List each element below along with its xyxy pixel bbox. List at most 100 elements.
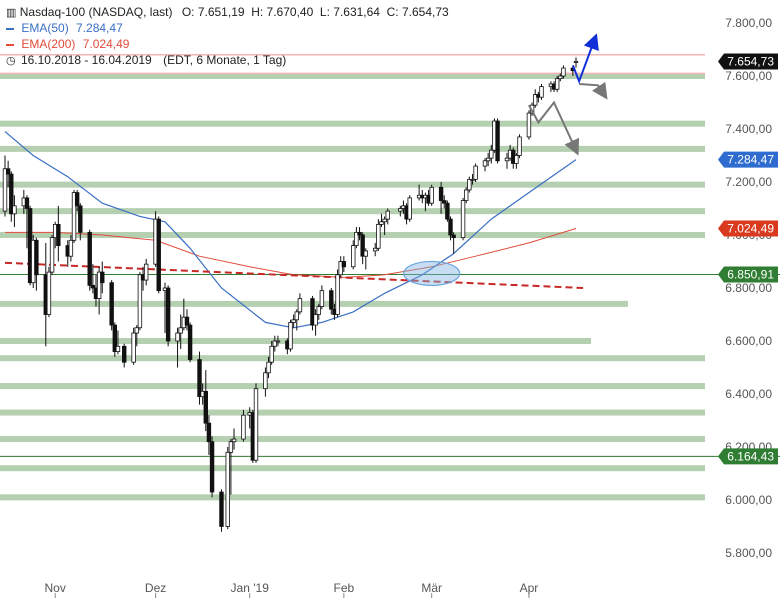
candle-22 [96,266,102,315]
price-badge-3: 6.850,91 [718,266,778,283]
candle-28 [131,327,136,365]
candle-20 [90,264,96,294]
candle-body [561,67,566,77]
candle-108 [504,152,510,169]
candle-79 [373,242,378,257]
candle-62 [291,314,296,328]
candle-body [269,345,274,363]
candle-body [78,205,83,233]
candle-47 [219,489,224,532]
candle-65 [310,295,315,331]
candle-body [134,327,139,334]
candle-101 [470,174,475,185]
price-badge-bg [718,220,778,237]
candle-body [115,345,121,352]
candle-body [338,261,343,276]
candle-103 [482,158,488,172]
candle-body [310,298,315,326]
candle-36 [165,285,171,347]
price-badge-bg [718,266,778,283]
chart-type-icon[interactable]: ▥ [6,7,17,19]
candle-body [275,340,281,343]
candle-72 [338,256,343,278]
candle-body [504,157,510,162]
candle-75 [354,227,359,249]
ema200-swatch [6,43,14,46]
candle-body [467,178,472,191]
candle-body [354,231,359,247]
candle-body [131,332,136,363]
candle-81 [379,213,384,228]
crossover-ellipse [403,260,461,287]
y-tick-label-8: 7.400,00 [725,122,772,136]
candle-49 [228,439,234,495]
candle-67 [316,303,321,320]
candle-80 [376,219,381,251]
candle-1 [5,160,11,188]
price-badge-bg [718,53,778,70]
gray-arrow-long [528,100,580,156]
price-badge-label: 7.654,73 [727,54,774,68]
chart-title: Nasdaq-100 (NASDAQ, last) [19,5,173,19]
candle-99 [463,187,469,204]
price-badge-label: 6.850,91 [727,268,774,282]
ema50-swatch [6,27,14,30]
candle-body [533,94,538,106]
candle-body [122,345,127,363]
candle-23 [100,261,105,294]
candle-body [187,324,193,360]
candle-body [294,311,299,321]
candle-body [558,75,563,80]
support-zone-11 [0,436,705,443]
price-badge-label: 7.024,49 [727,222,774,236]
candle-74 [351,240,356,270]
candle-body [165,287,171,342]
candle-42 [197,351,202,405]
price-badge-label: 7.284,47 [727,153,774,167]
candle-body [313,314,318,326]
y-tick-label-9: 7.600,00 [725,69,772,83]
candle-3 [12,195,17,228]
support-zone-12 [0,465,705,472]
candle-105 [489,144,494,164]
candle-0 [2,155,8,217]
candle-46 [209,436,215,498]
dashed-trend-line [4,261,584,289]
trend-line-group [4,261,584,289]
candle-body [34,239,39,276]
ema50-line [4,131,577,329]
candle-body [463,189,469,201]
candle-body [539,86,544,98]
candle-body [385,210,390,220]
candle-100 [467,176,472,193]
candle-121 [558,73,563,82]
candle-body [87,231,92,286]
candle-body [2,168,8,212]
candle-15 [68,235,74,262]
y-tick-label-0: 5.800,00 [725,546,772,560]
candle-body [9,173,14,215]
candle-body [573,61,579,63]
candle-body [24,197,30,209]
candle-body [263,372,268,390]
candle-102 [473,163,478,182]
candle-body [445,202,450,220]
candle-57 [269,341,274,365]
y-tick-label-1: 6.000,00 [725,493,772,507]
candle-body [360,234,365,257]
candle-body [231,438,237,443]
support-zone-7 [0,338,591,344]
candle-body [357,231,362,236]
candle-38 [178,314,183,349]
price-badge-bg [718,151,778,168]
candle-body [241,414,246,440]
candle-25 [112,322,118,357]
support-zone-1 [0,120,705,127]
price-badges: 7.654,73 7.284,47 7.024,49 6.850,91 6.164,43 [718,53,778,465]
y-tick-label-5: 6.800,00 [725,281,772,295]
candle-body [175,332,180,342]
support-zones [0,73,705,501]
candle-124 [573,57,579,68]
candle-body [197,359,202,398]
ema50-value: 7.284,47 [76,21,123,35]
